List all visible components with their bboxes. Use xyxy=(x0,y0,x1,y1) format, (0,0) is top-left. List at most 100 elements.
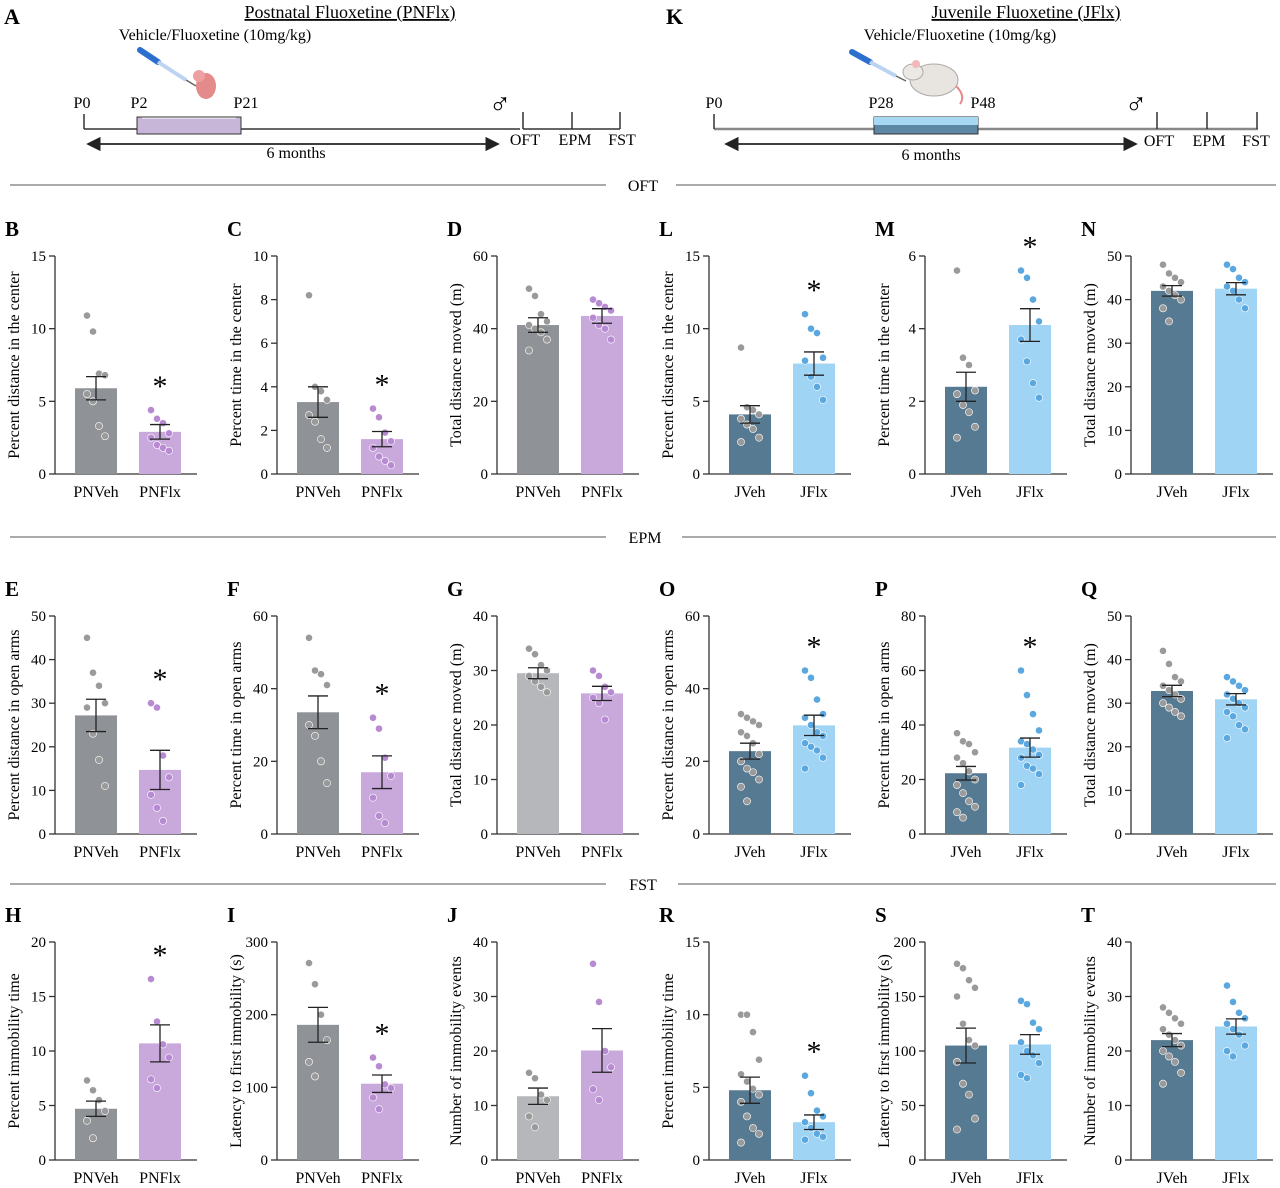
data-point xyxy=(807,324,815,333)
data-point xyxy=(953,266,961,275)
significance-star: * xyxy=(807,274,822,307)
y-tick-label: 5 xyxy=(39,1099,47,1115)
data-point xyxy=(743,1010,751,1019)
data-point xyxy=(953,729,961,738)
data-point xyxy=(1017,1038,1025,1047)
data-point xyxy=(537,310,545,319)
bar-pnflx xyxy=(581,315,623,474)
data-point xyxy=(1241,703,1249,712)
syringe-icon xyxy=(137,47,197,87)
y-tick-label: 100 xyxy=(894,1044,917,1060)
data-point xyxy=(1223,708,1231,716)
y-axis-label: Percent distance in the center xyxy=(660,271,677,459)
y-axis-label: Percent distance in the center xyxy=(6,271,23,459)
data-point xyxy=(953,959,961,968)
x-tick-label: PNFlx xyxy=(139,484,181,501)
significance-star: * xyxy=(375,1018,390,1051)
y-tick-label: 0 xyxy=(909,1153,917,1169)
data-point xyxy=(953,808,961,817)
data-point xyxy=(589,693,597,702)
bar-pnveh xyxy=(517,673,559,834)
male-symbol-left: ♂ xyxy=(489,88,512,121)
bar-jflx xyxy=(1009,325,1051,474)
y-tick-label: 40 xyxy=(901,718,916,734)
x-tick-label: PNFlx xyxy=(581,484,623,501)
y-tick-label: 50 xyxy=(1107,249,1122,265)
x-tick-label: JFlx xyxy=(1016,844,1044,861)
data-point xyxy=(1029,379,1037,388)
y-tick-label: 0 xyxy=(693,827,701,843)
data-point xyxy=(953,992,961,1001)
data-point xyxy=(589,1085,597,1094)
data-point xyxy=(153,1084,161,1092)
section-divider-epm: EPM xyxy=(10,530,1276,547)
panel-label-S: S xyxy=(875,903,887,927)
y-tick-label: 20 xyxy=(901,773,916,789)
bar-jflx xyxy=(1215,1026,1257,1160)
data-point xyxy=(953,781,961,789)
x-tick-label: JFlx xyxy=(1222,1170,1250,1187)
data-point xyxy=(1165,269,1173,278)
pup-icon xyxy=(193,70,216,99)
data-point xyxy=(89,1134,97,1143)
bar-pnflx xyxy=(139,1043,181,1160)
data-point xyxy=(959,401,967,409)
data-point xyxy=(543,688,551,697)
data-point xyxy=(1165,1008,1173,1017)
bar-jveh xyxy=(1151,290,1193,474)
significance-star: * xyxy=(1023,631,1038,664)
data-point xyxy=(95,681,103,690)
data-point xyxy=(1017,1071,1025,1079)
data-point xyxy=(1177,1068,1185,1077)
data-point xyxy=(737,728,745,737)
panel-label-L: L xyxy=(659,217,673,241)
data-point xyxy=(147,975,155,983)
data-point xyxy=(971,386,979,395)
test-label-right-fst: FST xyxy=(1242,133,1270,150)
chart-M: M 0 2 4 6 Percent time in the center JVeh JFlx * xyxy=(875,217,1067,501)
data-point xyxy=(1017,781,1025,789)
x-tick-label: JFlx xyxy=(800,844,828,861)
data-point xyxy=(1029,1018,1037,1027)
data-point xyxy=(165,773,173,782)
test-label-left-oft: OFT xyxy=(510,132,540,149)
y-tick-label: 30 xyxy=(31,696,46,712)
x-tick-label: JFlx xyxy=(800,1170,828,1187)
data-point xyxy=(1165,317,1173,326)
data-point xyxy=(1035,317,1043,326)
data-point xyxy=(807,673,815,682)
data-point xyxy=(1159,1025,1167,1034)
chart-L: L 0 5 10 15 Percent distance in the center JVe… xyxy=(659,217,851,501)
bar-jveh xyxy=(945,1045,987,1160)
data-point xyxy=(1035,1025,1043,1034)
data-point xyxy=(165,429,173,438)
chart-D: D 0 20 40 60 Total distance moved (m) PNVeh PNF… xyxy=(447,217,639,501)
data-point xyxy=(147,699,155,708)
y-axis-label: Percent time in open arms xyxy=(228,641,245,808)
y-tick-label: 100 xyxy=(246,1080,269,1096)
data-point xyxy=(1229,677,1237,686)
data-point xyxy=(1159,282,1167,291)
y-tick-label: 0 xyxy=(261,1153,269,1169)
data-point xyxy=(95,422,103,430)
x-tick-label: PNFlx xyxy=(581,844,623,861)
y-tick-label: 0 xyxy=(1115,827,1123,843)
x-tick-label: JVeh xyxy=(950,484,981,501)
data-point xyxy=(1229,265,1237,273)
panel-label-J: J xyxy=(447,903,458,927)
data-point xyxy=(737,343,745,352)
y-tick-label: 8 xyxy=(261,293,269,309)
bar-jveh xyxy=(729,751,771,834)
data-point xyxy=(1165,660,1173,668)
test-label-left-fst: FST xyxy=(608,132,636,149)
data-point xyxy=(537,661,545,669)
data-point xyxy=(1159,1047,1167,1055)
data-point xyxy=(819,710,827,718)
data-point xyxy=(311,980,319,989)
data-point xyxy=(317,757,325,766)
data-point xyxy=(83,703,91,712)
data-point xyxy=(381,457,389,465)
panel-label-P: P xyxy=(875,577,888,601)
x-tick-label: JVeh xyxy=(734,1170,765,1187)
y-tick-label: 0 xyxy=(39,827,47,843)
